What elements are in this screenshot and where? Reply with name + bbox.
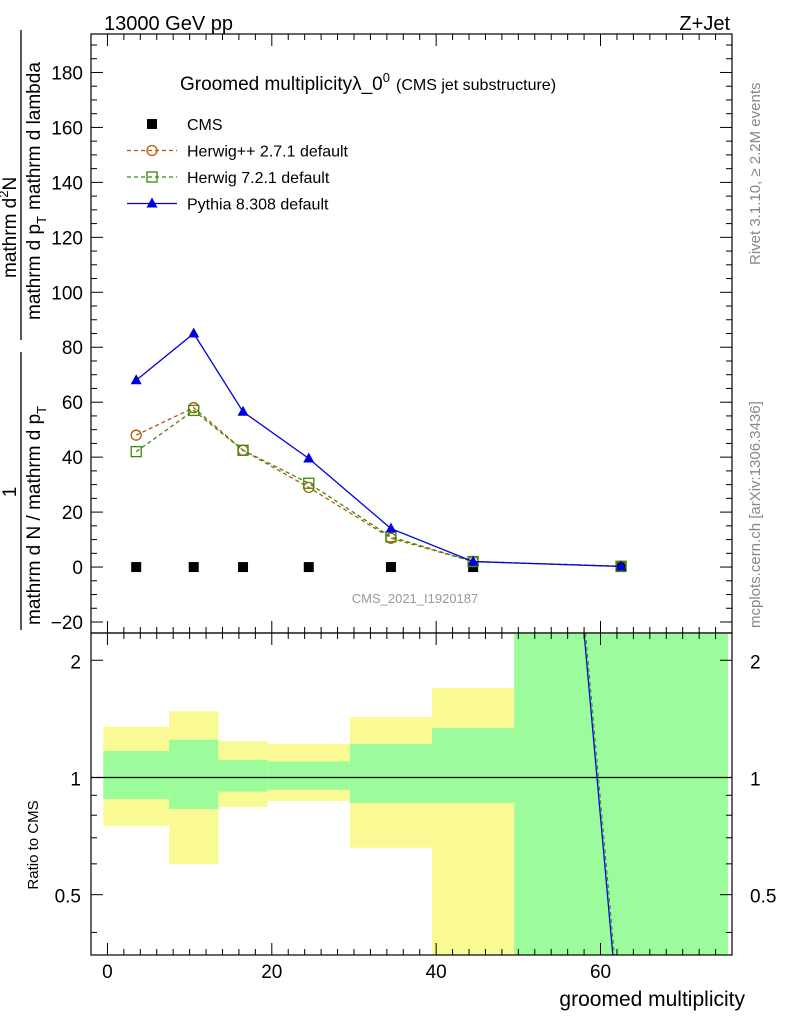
data-point	[188, 404, 200, 417]
legend-label: CMS	[187, 117, 223, 134]
process-label: Z+Jet	[679, 13, 730, 35]
legend-label: Herwig 7.2.1 default	[187, 170, 330, 187]
ratio-y-tick-label: 1	[70, 769, 81, 790]
y-tick-label: −20	[51, 613, 83, 634]
data-point	[131, 562, 142, 573]
legend-label: Herwig++ 2.7.1 default	[187, 144, 349, 161]
data-point	[385, 562, 396, 573]
uncertainty-band-inner	[349, 743, 433, 803]
uncertainty-band-inner	[169, 739, 219, 809]
chart-title: Groomed multiplicityλ_00 (CMS jet substru…	[180, 70, 556, 95]
svg-text:mathrm d2N: mathrm d2N	[0, 177, 21, 278]
data-point	[238, 562, 249, 573]
y-tick-label: 140	[51, 173, 83, 194]
data-point	[237, 405, 249, 416]
ratio-y-tick-label-right: 0.5	[750, 887, 776, 908]
ratio-y-tick-label: 2	[70, 652, 81, 673]
series-line	[135, 332, 622, 568]
y-tick-label: 80	[62, 338, 83, 359]
y-tick-label: 120	[51, 228, 83, 249]
ratio-y-tick-label-right: 2	[750, 652, 761, 673]
ratio-curve-herwig	[585, 632, 615, 956]
mcplots-credit-label: mcplots.cern.ch [arXiv:1306.3436]	[747, 401, 764, 628]
data-point	[146, 197, 158, 208]
data-point	[303, 452, 315, 463]
uncertainty-band-outer	[432, 687, 515, 955]
x-tick-label: 60	[590, 962, 611, 983]
series-line	[135, 409, 622, 567]
data-point	[303, 477, 315, 489]
data-point	[130, 446, 142, 458]
uncertainty-band-inner	[514, 633, 728, 955]
ratio-y-tick-label: 0.5	[55, 887, 81, 908]
x-tick-label: 20	[261, 962, 282, 983]
data-point	[130, 429, 142, 441]
y-tick-label: 160	[51, 118, 83, 139]
series-herwig-2-7-1-default	[130, 402, 627, 572]
data-point	[146, 171, 158, 183]
uncertainty-band-inner	[432, 727, 515, 803]
uncertainty-band-inner	[218, 759, 268, 792]
main-panel: −20 0 20 40 60 80 100 120 140 160 180 CMS_2021_I192…	[51, 33, 733, 634]
ratio-frame	[90, 632, 733, 956]
svg-text:mathrm d pTmathrm d lambda: mathrm d pTmathrm d lambda	[24, 62, 49, 320]
y-tick-label: 100	[51, 283, 83, 304]
data-point	[303, 562, 314, 573]
uncertainty-band-inner	[103, 750, 170, 800]
data-point	[467, 555, 479, 566]
uncertainty-band-inner	[267, 761, 350, 790]
series-line	[135, 406, 622, 567]
svg-text:1: 1	[0, 487, 21, 498]
ratio-panel: 0.5 0.51 12 20 20 40 60	[55, 632, 776, 983]
rivet-version-label: Rivet 3.1.10, ≥ 2.2M events	[747, 83, 764, 266]
legend-label: Pythia 8.308 default	[187, 197, 329, 214]
x-tick-label: 0	[102, 962, 113, 983]
data-point	[385, 522, 397, 533]
data-point	[188, 327, 200, 338]
data-point	[147, 119, 157, 129]
data-point	[615, 560, 627, 571]
x-tick-label: 40	[426, 962, 447, 983]
y-tick-label: 20	[62, 503, 83, 524]
y-tick-label: 40	[62, 448, 83, 469]
ratio-curve	[583, 632, 614, 956]
ratio-y-axis-label: Ratio to CMS	[25, 800, 42, 889]
series-pythia-8-308-default	[130, 327, 627, 571]
svg-text:mathrm d N / mathrm d pT: mathrm d N / mathrm d pT	[24, 406, 49, 625]
ratio-y-tick-label-right: 1	[750, 769, 761, 790]
legend: CMS Herwig++ 2.7.1 default Herwig 7.2.1 de…	[127, 117, 349, 214]
analysis-watermark: CMS_2021_I1920187	[352, 591, 479, 606]
x-axis-label: groomed multiplicity	[559, 988, 745, 1011]
y-tick-label: 60	[62, 393, 83, 414]
data-point	[237, 444, 249, 456]
data-point	[146, 144, 158, 157]
data-point	[130, 374, 142, 385]
data-point	[188, 562, 199, 573]
series-herwig-7-2-1-default	[130, 404, 627, 572]
y-tick-label: 180	[51, 63, 83, 84]
y-axis-label: 1 mathrm d N / mathrm d pT mathrm d pTma…	[0, 30, 49, 630]
y-tick-label: 0	[72, 558, 83, 579]
energy-label: 13000 GeV pp	[104, 13, 233, 35]
